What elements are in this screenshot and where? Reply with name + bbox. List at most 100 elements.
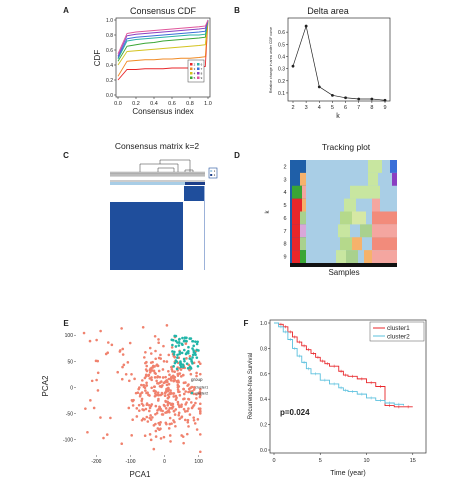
panel-e-point-cluster1 xyxy=(195,393,198,396)
panel-e-point-cluster1 xyxy=(133,377,136,381)
panel-e-point-cluster1 xyxy=(195,371,198,375)
panel-a-series-7 xyxy=(117,19,209,58)
panel-a-legend-swatch xyxy=(190,67,193,70)
panel-e-point-cluster1 xyxy=(106,341,110,344)
panel-e-point-cluster1 xyxy=(167,382,171,386)
panel-e-point-cluster1 xyxy=(135,407,139,410)
panel-e-point-cluster1 xyxy=(130,434,133,437)
panel-d-ytick-label: 2 xyxy=(283,164,286,170)
panel-e-point-cluster2 xyxy=(195,356,199,359)
panel-e-point-cluster1 xyxy=(165,383,169,387)
panel-d-ytick-label: 4 xyxy=(283,190,286,196)
panel-e-point-cluster1 xyxy=(102,436,105,440)
panel-f-xtick-label: 5 xyxy=(319,458,322,464)
panel-b-point xyxy=(344,96,347,100)
panel-e-point-cluster1 xyxy=(157,338,160,341)
panel-e-point-cluster1 xyxy=(154,372,157,375)
panel-d-title: Tracking plot xyxy=(322,142,371,152)
panel-e-point-cluster1 xyxy=(128,341,132,345)
panel-e-point-cluster1 xyxy=(182,441,185,445)
panel-e-point-cluster1 xyxy=(152,447,156,451)
panel-a-xtick-label: 1.0 xyxy=(204,101,212,107)
panel-e-xtick-label: 100 xyxy=(194,459,203,465)
panel-e-point-cluster1 xyxy=(150,366,153,370)
panel-e-point-cluster1 xyxy=(180,434,183,437)
panel-e-point-cluster1 xyxy=(167,370,170,373)
panel-e-point-cluster1 xyxy=(182,407,186,411)
panel-a-ytick-label: 0.0 xyxy=(106,93,113,99)
panel-e-point-cluster1 xyxy=(153,334,157,338)
panel-e-point-cluster2 xyxy=(185,362,189,365)
panel-d-cluster-block xyxy=(360,224,372,238)
panel-e-point-cluster1 xyxy=(109,416,112,420)
panel-e-point-cluster1 xyxy=(186,421,190,424)
panel-e-point-cluster1 xyxy=(144,389,147,392)
panel-e-point-cluster1 xyxy=(168,407,172,410)
panel-a-legend-label: 2 xyxy=(194,63,196,67)
panel-e-point-cluster1 xyxy=(137,409,141,412)
panel-d-ytick-label: 9 xyxy=(283,255,286,261)
panel-e-point-cluster1 xyxy=(168,434,172,437)
panel-e-point-cluster2 xyxy=(194,353,197,357)
panel-e-point-cluster2 xyxy=(186,351,190,355)
panel-a-frame xyxy=(115,17,211,98)
panel-e-point-cluster1 xyxy=(194,401,197,405)
panel-e-point-cluster1 xyxy=(186,384,189,387)
panel-e-point-cluster1 xyxy=(159,353,162,357)
panel-a-legend-swatch xyxy=(197,76,200,79)
panel-e-point-cluster1 xyxy=(161,376,165,379)
panel-e-point-cluster1 xyxy=(145,415,149,419)
panel-f-curve-cluster1 xyxy=(274,322,413,408)
panel-a-legend-swatch xyxy=(197,63,200,66)
panel-e-point-cluster1 xyxy=(89,399,92,402)
panel-e-point-cluster1 xyxy=(155,379,158,383)
panel-f-frame xyxy=(269,319,427,454)
panel-e-point-cluster1 xyxy=(163,391,167,395)
panel-e-point-cluster2 xyxy=(178,350,182,354)
panel-e-xtick-label: -100 xyxy=(125,459,135,465)
panel-f-xtick-label: 10 xyxy=(363,458,369,464)
panel-e-point-cluster1 xyxy=(84,407,87,410)
panel-e-point-cluster1 xyxy=(143,434,147,438)
panel-f-ylabel: Recurrence-free Survival xyxy=(248,353,254,419)
panel-e-point-cluster2 xyxy=(171,338,175,342)
panel-e-point-cluster1 xyxy=(183,418,187,422)
panel-e-point-cluster1 xyxy=(165,324,169,327)
panel-e-point-cluster1 xyxy=(146,391,149,395)
panel-e-point-cluster1 xyxy=(164,399,167,403)
panel-a-legend-swatch xyxy=(190,76,193,79)
panel-e-point-cluster1 xyxy=(166,396,170,400)
panel-c-title: Consensus matrix k=2 xyxy=(115,141,200,151)
panel-b-ytick-label: 0.5 xyxy=(278,42,285,48)
panel-e-point-cluster1 xyxy=(168,410,171,414)
panel-e-point-cluster1 xyxy=(154,357,157,361)
panel-e-point-cluster1 xyxy=(198,450,202,454)
panel-e-letter: E xyxy=(63,319,69,328)
panel-a-ytick-label: 0.2 xyxy=(106,78,113,84)
panel-a-ytick-label: 0.4 xyxy=(106,63,113,69)
panel-e-point-cluster1 xyxy=(198,362,202,366)
panel-e-xlabel: PCA1 xyxy=(130,470,151,479)
panel-e-point-cluster1 xyxy=(168,373,171,377)
panel-e-point-cluster1 xyxy=(186,418,190,422)
panel-e-point-cluster1 xyxy=(118,349,122,352)
panel-e-point-cluster1 xyxy=(174,408,178,411)
panel-c-block-cluster1 xyxy=(110,202,183,270)
panel-e-ytick-label: -50 xyxy=(66,411,73,417)
panel-e-point-cluster1 xyxy=(186,409,189,413)
panel-e-point-cluster1 xyxy=(184,403,187,406)
panel-d-cluster-block xyxy=(368,160,382,173)
panel-e-point-cluster1 xyxy=(154,435,158,438)
panel-f-ytick-label: 1.0 xyxy=(260,321,267,327)
panel-e-point-cluster1 xyxy=(159,437,163,440)
panel-e-point-cluster1 xyxy=(148,433,152,436)
panel-e-point-cluster1 xyxy=(158,384,162,388)
panel-d-ytick-label: 8 xyxy=(283,242,286,248)
panel-e-point-cluster1 xyxy=(170,407,174,410)
panel-e-point-cluster1 xyxy=(94,359,98,363)
panel-e-point-cluster1 xyxy=(172,379,176,383)
panel-e-point-cluster1 xyxy=(140,418,144,422)
panel-e-point-cluster1 xyxy=(184,342,188,345)
panel-e-point-cluster1 xyxy=(160,391,164,395)
panel-e-point-cluster1 xyxy=(99,416,102,419)
